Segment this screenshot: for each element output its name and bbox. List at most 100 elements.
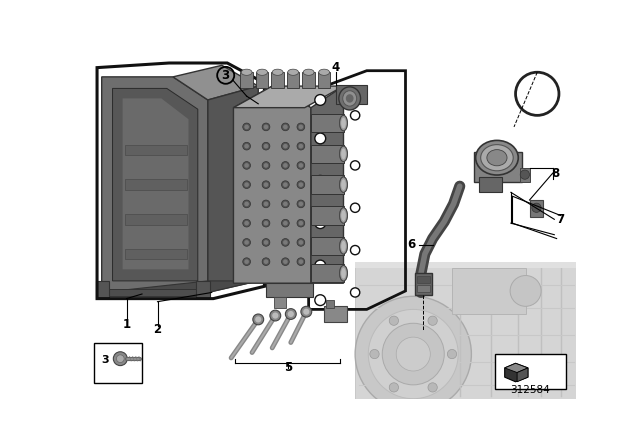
Circle shape — [264, 125, 268, 129]
Polygon shape — [125, 249, 187, 259]
Bar — [94, 343, 142, 383]
Bar — [415, 273, 432, 295]
Circle shape — [283, 240, 288, 245]
Circle shape — [351, 246, 360, 255]
Ellipse shape — [341, 148, 346, 159]
Polygon shape — [311, 86, 344, 283]
Circle shape — [262, 258, 270, 266]
Circle shape — [301, 306, 312, 317]
Circle shape — [243, 200, 250, 208]
Circle shape — [283, 163, 288, 168]
Circle shape — [351, 203, 360, 212]
Circle shape — [297, 220, 305, 227]
Circle shape — [315, 176, 326, 186]
Circle shape — [315, 260, 326, 271]
Text: 2: 2 — [154, 323, 161, 336]
Text: 5: 5 — [284, 362, 292, 375]
Ellipse shape — [272, 69, 283, 75]
Ellipse shape — [341, 241, 346, 252]
Circle shape — [264, 240, 268, 245]
Circle shape — [298, 144, 303, 148]
Circle shape — [243, 123, 250, 131]
Circle shape — [303, 309, 309, 315]
Circle shape — [253, 314, 264, 325]
Ellipse shape — [343, 91, 356, 106]
Circle shape — [298, 259, 303, 264]
Bar — [318, 72, 330, 88]
Circle shape — [262, 200, 270, 208]
Circle shape — [520, 170, 529, 179]
Ellipse shape — [481, 145, 513, 171]
Ellipse shape — [340, 177, 348, 192]
Circle shape — [282, 258, 289, 266]
Circle shape — [264, 182, 268, 187]
Text: 4: 4 — [332, 61, 340, 74]
Bar — [311, 264, 344, 282]
Circle shape — [297, 258, 305, 266]
Ellipse shape — [340, 208, 348, 223]
Circle shape — [262, 162, 270, 169]
Circle shape — [243, 220, 250, 227]
Bar — [326, 300, 334, 308]
Circle shape — [255, 316, 261, 323]
Circle shape — [270, 310, 281, 321]
Circle shape — [244, 182, 249, 187]
Ellipse shape — [241, 69, 252, 75]
Bar — [529, 200, 543, 217]
Circle shape — [243, 181, 250, 189]
Circle shape — [282, 220, 289, 227]
Circle shape — [389, 316, 399, 325]
Text: 3: 3 — [221, 69, 230, 82]
Bar — [274, 297, 286, 308]
Circle shape — [298, 125, 303, 129]
Circle shape — [272, 313, 278, 319]
Bar — [266, 283, 312, 297]
Bar — [311, 145, 344, 163]
Bar — [287, 72, 300, 88]
Polygon shape — [208, 86, 259, 293]
Circle shape — [262, 238, 270, 246]
Polygon shape — [123, 99, 189, 269]
Circle shape — [283, 125, 288, 129]
Ellipse shape — [288, 69, 298, 75]
Text: 7: 7 — [556, 213, 564, 226]
Circle shape — [298, 182, 303, 187]
Text: 8: 8 — [552, 167, 560, 180]
Polygon shape — [234, 86, 344, 108]
Circle shape — [244, 240, 249, 245]
Polygon shape — [355, 262, 576, 399]
Circle shape — [389, 383, 399, 392]
Circle shape — [243, 258, 250, 266]
Ellipse shape — [319, 69, 330, 75]
Polygon shape — [505, 363, 528, 382]
Circle shape — [288, 311, 294, 317]
Ellipse shape — [341, 210, 346, 221]
Bar — [311, 206, 344, 225]
Circle shape — [283, 202, 288, 206]
Circle shape — [297, 123, 305, 131]
Circle shape — [283, 259, 288, 264]
Bar — [417, 285, 429, 293]
Circle shape — [244, 144, 249, 148]
Ellipse shape — [340, 238, 348, 254]
Ellipse shape — [340, 116, 348, 131]
Circle shape — [298, 202, 303, 206]
Circle shape — [262, 142, 270, 150]
Bar — [196, 281, 210, 298]
Bar — [417, 276, 429, 283]
Circle shape — [244, 163, 249, 168]
Polygon shape — [234, 86, 311, 283]
Circle shape — [297, 162, 305, 169]
Circle shape — [262, 123, 270, 131]
Circle shape — [282, 200, 289, 208]
Circle shape — [282, 238, 289, 246]
Circle shape — [297, 200, 305, 208]
Circle shape — [351, 111, 360, 120]
Ellipse shape — [341, 268, 346, 279]
Circle shape — [370, 349, 379, 359]
Text: 6: 6 — [408, 238, 416, 251]
Circle shape — [262, 181, 270, 189]
Circle shape — [283, 144, 288, 148]
Circle shape — [113, 352, 127, 366]
Bar — [336, 85, 367, 104]
